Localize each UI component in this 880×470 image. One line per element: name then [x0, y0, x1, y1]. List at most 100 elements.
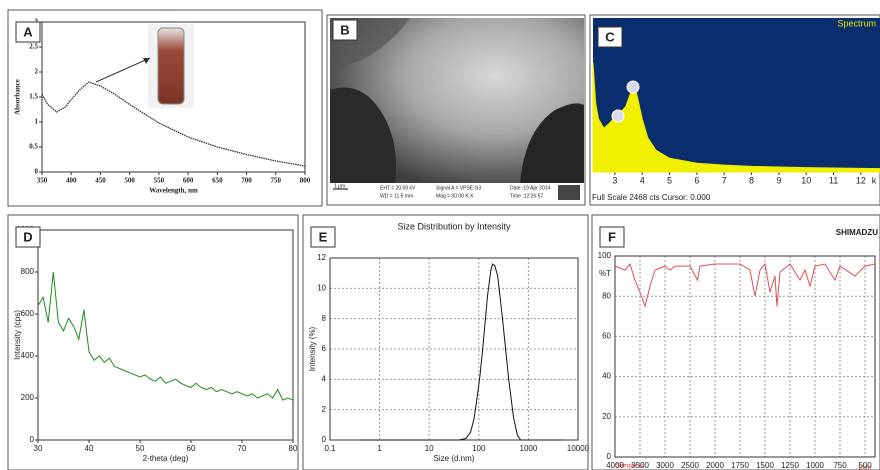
brand: SHIMADZU [836, 228, 878, 237]
footer-text: Sample 14 [616, 464, 645, 470]
x-tick-label: 50 [136, 444, 145, 453]
sem-panel: 1 μm EHT = 20.00 kV WD = 11.5 mm Signal … [326, 14, 586, 206]
y-tick-label: 20 [602, 412, 611, 421]
sem-dark-region [520, 103, 584, 183]
panel-label-box [599, 226, 625, 248]
plot-frame [41, 21, 306, 173]
x-tick-label: 4 [640, 175, 645, 185]
sem-info: Signal A = VPSE G3 [436, 185, 481, 191]
x-axis-label: Wavelength, nm [149, 187, 198, 195]
x-tick-label: 80 [289, 444, 298, 453]
x-tick-label: 1000 [806, 461, 824, 470]
data-line [37, 271, 294, 401]
arrow-head [143, 58, 150, 64]
y-tick-label: 400 [21, 351, 35, 360]
y-tick-label: 800 [21, 267, 35, 276]
x-tick-label: 750 [271, 177, 282, 185]
x-tick-label: 350 [37, 177, 48, 185]
data-line [614, 262, 876, 309]
plot-frame [614, 255, 876, 458]
panel-frame [591, 214, 880, 470]
chart-title: Size Distribution by Intensity [397, 221, 511, 231]
panel-label: E [319, 229, 328, 244]
x-tick-label: 500 [124, 177, 135, 185]
x-tick-label: 3 [612, 175, 617, 185]
spectrum-area [592, 62, 880, 173]
y-axis-label: %T [599, 269, 611, 278]
x-tick-label: 10 [801, 175, 811, 185]
x-axis-label: k [872, 175, 877, 185]
x-tick-label: 0.1 [324, 444, 336, 453]
sem-info-bar [330, 183, 584, 203]
panel-frame [7, 214, 299, 470]
x-tick-label: 1750 [731, 461, 749, 470]
y-tick-label: 100 [598, 251, 612, 260]
x-tick-label: 70 [238, 444, 247, 453]
scale-text: 1 μm [334, 183, 345, 189]
sem-info: WD = 11.5 mm [380, 193, 413, 199]
peak-marker [626, 80, 640, 94]
x-tick-label: 650 [212, 177, 223, 185]
x-axis-label: 2-theta (deg) [143, 454, 189, 463]
panel-label-box [310, 226, 336, 248]
x-tick-label: 60 [187, 444, 196, 453]
x-tick-label: 2500 [681, 461, 699, 470]
plot-frame [37, 229, 294, 441]
x-tick-label: 3000 [656, 461, 674, 470]
x-tick-label: 10 [425, 444, 434, 453]
vial [157, 27, 185, 105]
panel-label: C [605, 29, 615, 44]
x-tick-label: 3500 [631, 461, 649, 470]
x-tick-label: 11 [829, 175, 838, 185]
logo [558, 185, 580, 200]
y-axis-label: Absorbance [14, 79, 22, 115]
x-tick-label: 1500 [756, 461, 774, 470]
y-tick-label: 10 [317, 283, 326, 292]
x-tick-label: 12 [856, 175, 866, 185]
y-tick-label: 60 [602, 332, 611, 341]
x-tick-label: 40 [85, 444, 94, 453]
y-tick-label: 40 [602, 372, 611, 381]
sem-info: Time :12:26:57 [510, 193, 543, 199]
x-tick-label: 2000 [706, 461, 724, 470]
y-axis-label: Intensity (%) [308, 326, 317, 371]
sem-dark-region [330, 87, 396, 183]
arrow [95, 57, 151, 83]
sem-info: Mag = 30.00 K X [436, 193, 474, 199]
x-tick-label: 100 [472, 444, 486, 453]
y-tick-label: 6 [322, 344, 327, 353]
x-tick-label: 9 [776, 175, 781, 185]
y-tick-label: 8 [322, 314, 327, 323]
x-tick-label: 1 [377, 444, 382, 453]
panel-label-box [332, 19, 358, 41]
y-tick-label: 2 [322, 405, 327, 414]
x-tick-label: 550 [154, 177, 165, 185]
panel-label: F [608, 229, 616, 244]
x-tick-label: 500 [858, 461, 872, 470]
y-tick-label: 4 [322, 374, 327, 383]
sem-info: EHT = 20.00 kV [380, 185, 416, 191]
x-axis-label: Size (d.nm) [434, 454, 475, 463]
x-tick-label: 400 [66, 177, 77, 185]
y-tick-label: 0 [30, 435, 35, 444]
y-tick-label: 80 [602, 291, 611, 300]
y-tick-label: 2 [35, 68, 39, 76]
data-line [41, 81, 306, 167]
x-tick-label: 10000 [567, 444, 590, 453]
panel-frame [302, 214, 589, 470]
footer-text: Full Scale 2468 cts Cursor: 0.000 [592, 193, 711, 202]
y-tick-label: 0 [607, 452, 612, 461]
x-tick-label: 4000 [606, 461, 624, 470]
panel-label-box [15, 21, 41, 43]
y-tick-label: 0 [322, 435, 327, 444]
y-axis-label: Intensity (cps) [13, 310, 22, 360]
x-tick-label: 750 [833, 461, 847, 470]
x-tick-label: 30 [34, 444, 43, 453]
sem-info: Date :19 Apr 2014 [510, 185, 551, 191]
y-tick-label: 0 [35, 168, 39, 176]
y-tick-label: 0.5 [29, 143, 38, 151]
y-tick-label: 200 [21, 393, 35, 402]
panel-label-box [15, 226, 41, 248]
x-tick-label: 6 [694, 175, 699, 185]
